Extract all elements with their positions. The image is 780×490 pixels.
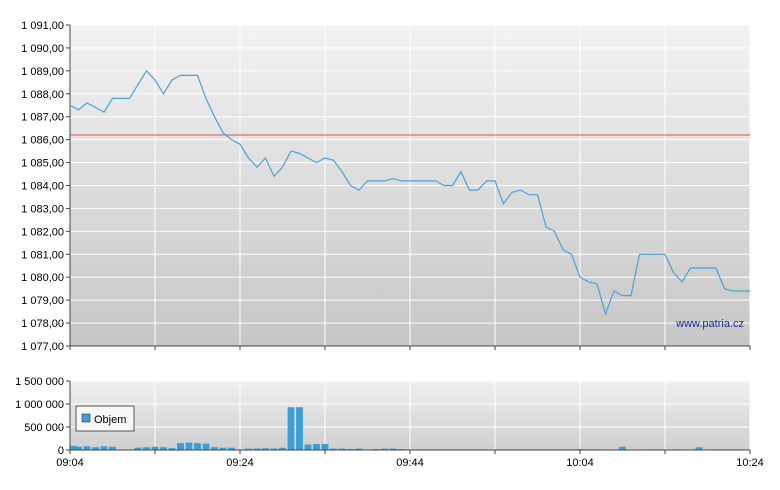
volume-bar — [211, 447, 218, 450]
price-tick-label: 1 084,00 — [21, 181, 64, 193]
x-tick-label: 09:44 — [396, 457, 424, 469]
volume-bar — [143, 447, 150, 450]
price-tick-label: 1 077,00 — [21, 341, 64, 353]
volume-tick-label: 1 000 000 — [15, 399, 64, 411]
x-tick-label: 10:04 — [566, 457, 594, 469]
x-tick-label: 09:24 — [226, 457, 254, 469]
price-tick-label: 1 078,00 — [21, 318, 64, 330]
volume-bar — [109, 446, 116, 450]
volume-bar — [321, 444, 329, 450]
volume-bar — [168, 448, 176, 450]
volume-bar — [695, 447, 703, 450]
volume-tick-label: 1 500 000 — [15, 376, 64, 388]
volume-bar — [338, 448, 346, 450]
legend-label: Objem — [94, 414, 126, 426]
time-x-axis: 09:04 09:24 09:44 10:04 10:24 — [56, 345, 764, 469]
price-tick-label: 1 079,00 — [21, 295, 64, 307]
volume-bar — [262, 448, 269, 450]
volume-bar — [177, 443, 184, 450]
price-tick-label: 1 089,00 — [21, 66, 64, 78]
volume-tick-label: 0 — [58, 445, 64, 457]
x-tick-label: 09:04 — [56, 457, 84, 469]
price-y-axis: 1 077,00 1 078,00 1 079,00 1 080,00 1 081,00… — [21, 20, 71, 353]
volume-bar — [70, 445, 77, 450]
volume-bar — [160, 447, 167, 450]
volume-y-axis: 0 500 000 1 000 000 1 500 000 — [15, 376, 70, 457]
volume-bar — [194, 443, 201, 450]
price-tick-label: 1 091,00 — [21, 20, 64, 32]
price-grid — [69, 24, 751, 347]
volume-bar — [83, 446, 91, 450]
volume-bar — [389, 448, 397, 450]
price-tick-label: 1 083,00 — [21, 203, 64, 215]
price-tick-label: 1 081,00 — [21, 249, 64, 261]
volume-bar — [270, 448, 278, 450]
price-tick-label: 1 082,00 — [21, 226, 64, 238]
volume-bar — [304, 444, 312, 450]
price-line — [69, 69, 750, 316]
legend-swatch — [81, 413, 91, 423]
volume-bar — [253, 448, 261, 450]
price-tick-label: 1 085,00 — [21, 158, 64, 170]
price-tick-label: 1 087,00 — [21, 112, 64, 124]
volume-bar — [381, 448, 388, 450]
volume-bar — [134, 447, 142, 450]
price-tick-label: 1 086,00 — [21, 135, 64, 147]
volume-bar — [151, 446, 159, 450]
volume-bar — [202, 443, 210, 450]
x-tick-label: 10:24 — [736, 457, 764, 469]
volume-bar — [228, 447, 235, 450]
volume-tick-label: 500 000 — [24, 422, 64, 434]
volume-bar — [279, 447, 286, 450]
volume-bar — [287, 407, 295, 450]
volume-bar — [313, 444, 320, 450]
volume-bar — [245, 448, 252, 450]
price-tick-label: 1 088,00 — [21, 89, 64, 101]
volume-bar — [355, 448, 363, 450]
volume-bar — [75, 446, 82, 450]
volume-bar — [100, 446, 108, 450]
volume-bar — [219, 447, 227, 450]
price-tick-label: 1 090,00 — [21, 43, 64, 55]
volume-bar — [92, 447, 99, 450]
watermark: www.patria.cz — [675, 318, 744, 330]
price-tick-label: 1 080,00 — [21, 272, 64, 284]
volume-legend: Objem — [75, 405, 135, 432]
volume-bar — [185, 442, 193, 450]
volume-bar — [296, 407, 303, 450]
volume-bar — [330, 448, 337, 450]
volume-bar — [619, 446, 626, 450]
